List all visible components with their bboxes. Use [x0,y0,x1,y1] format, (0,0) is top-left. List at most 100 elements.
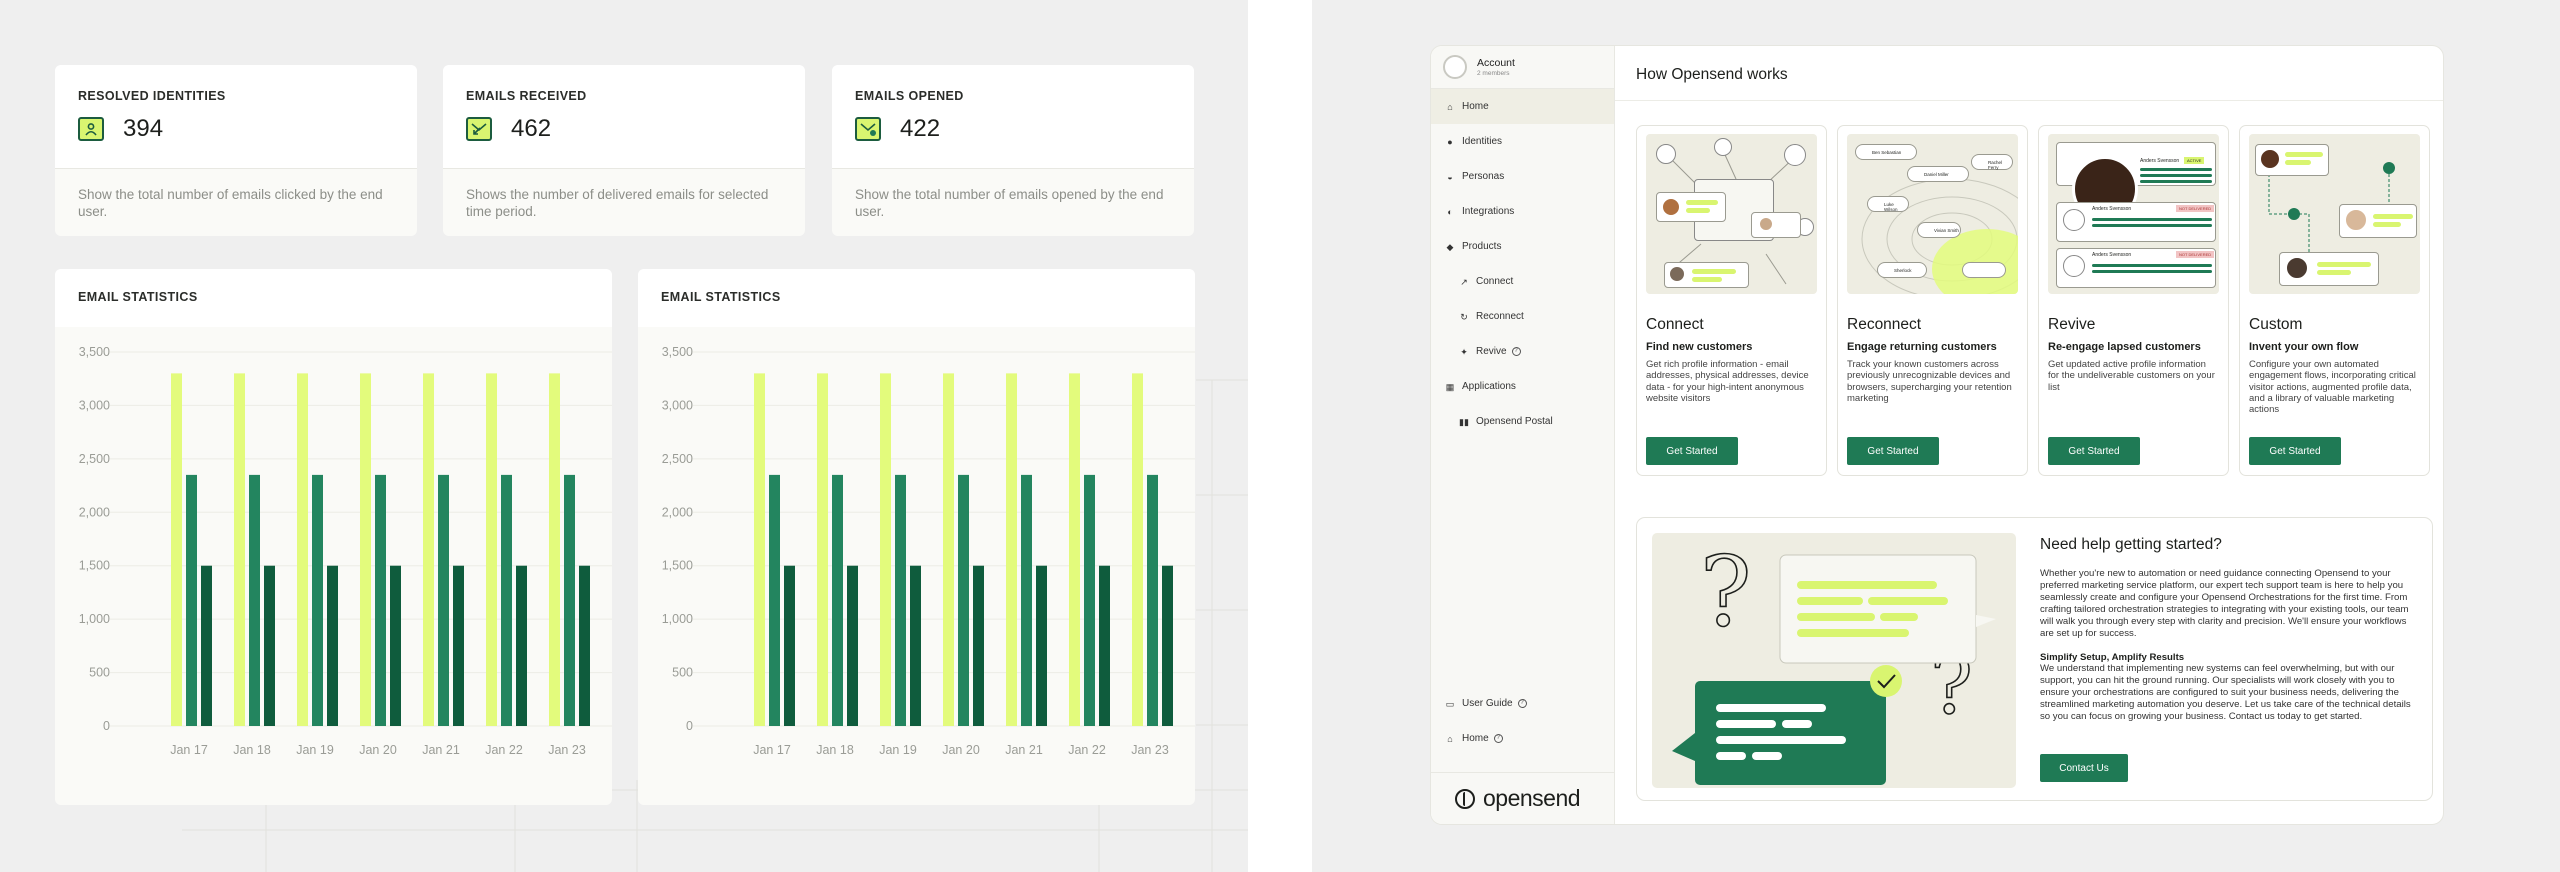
question-icon[interactable]: ? [1517,699,1527,708]
product-card-custom: Custom Invent your own flow Configure yo… [2239,125,2430,476]
email-statistics-chart-1: EMAIL STATISTICS 3,500 3,000 2,500 2,000 1,5… [55,269,612,805]
svg-text:?: ? [1700,536,1751,648]
card-title: Reconnect [1847,316,1922,333]
sidebar-item-reconnect[interactable]: ↻ Reconnect [1431,299,1614,334]
contact-chip: Sherlock [1877,262,1927,278]
sidebar-item-products[interactable]: ◆ Products [1431,229,1614,264]
stat-card-emails-received: EMAILS RECEIVED 462 Shows the number of … [443,65,805,236]
status-badge: NOT DELIVERED [2176,251,2215,258]
sidebar-item-integrations[interactable]: ◐ Integrations [1431,194,1614,229]
bar [1069,373,1080,726]
contact-us-button[interactable]: Contact Us [2040,754,2128,782]
y-tick-label: 2,000 [662,505,693,519]
x-tick-label: Jan 23 [548,743,586,757]
home-icon: ⌂ [1447,101,1453,112]
sidebar-item-home[interactable]: ⌂ Home [1431,89,1614,124]
stat-title: EMAILS OPENED [855,89,964,103]
get-started-button[interactable]: Get Started [2249,437,2341,465]
help-body-2: We understand that implementing new syst… [2040,663,2411,723]
y-tick-label: 2,500 [79,452,110,466]
bar [201,565,212,726]
bar [327,565,338,726]
bar [564,474,575,726]
integration-icon: ◐ [1447,206,1453,217]
bar [579,565,590,726]
sidebar-item-revive[interactable]: ✦ Revive ? [1431,334,1614,369]
chart-title: EMAIL STATISTICS [55,269,612,327]
bar-chart: 3,500 3,000 2,500 2,000 1,500 1,000 500 0 Jan 17… [79,345,612,757]
postal-icon: ▮▮ [1459,416,1469,427]
help-text: Need help getting started? Whether you'r… [2040,536,2415,723]
help-panel: ? ? [1636,517,2433,801]
dashboard-panel: RESOLVED IDENTITIES 394 Show the total n… [0,0,1248,872]
bar [1036,565,1047,726]
bar [847,565,858,726]
reconnect-illustration: Ben Sebastian Daniel Miller Rachel Ferry… [1847,134,2018,294]
product-card-reconnect: Ben Sebastian Daniel Miller Rachel Ferry… [1837,125,2028,476]
question-icon[interactable]: ? [1493,734,1503,743]
contact-chip: Daniel Miller [1907,166,1969,182]
custom-illustration [2249,134,2420,294]
sidebar-item-user-guide[interactable]: ▭ User Guide ? [1431,686,1614,721]
sidebar-item-label: Identities [1462,136,1503,147]
person-icon: ● [1447,136,1453,147]
revive-illustration: Anders Svensson ACTIVE Anders Svensson N… [2048,134,2219,294]
home-icon: ⌂ [1447,733,1453,744]
chart-title: EMAIL STATISTICS [638,269,1195,327]
get-started-button[interactable]: Get Started [2048,437,2140,465]
stat-description: Show the total number of emails opened b… [855,187,1164,219]
stat-value: 394 [123,115,164,142]
logo[interactable]: opensend [1431,772,1614,824]
sidebar-item-applications[interactable]: ▦ Applications [1431,369,1614,404]
opensend-logo-icon [1455,788,1475,809]
customer-name: Anders Svensson [2092,206,2132,212]
sidebar-item-label: User Guide [1462,698,1513,709]
bar [1162,565,1173,726]
sidebar-item-home-bottom[interactable]: ⌂ Home ? [1431,721,1614,756]
get-started-button[interactable]: Get Started [1646,437,1738,465]
y-tick-label: 3,000 [79,398,110,412]
customer-name: Anders Svensson [2140,158,2180,164]
stat-title: EMAILS RECEIVED [466,89,587,103]
bar [171,373,182,726]
y-tick-label: 1,000 [662,612,693,626]
y-tick-label: 2,500 [662,452,693,466]
y-tick-label: 3,000 [662,398,693,412]
bar [438,474,449,726]
card-subtitle: Find new customers [1646,341,1753,353]
account-switcher[interactable]: Account 2 members [1431,46,1614,89]
sidebar-item-personas[interactable]: ◒ Personas [1431,159,1614,194]
y-tick-label: 500 [672,666,693,680]
sidebar-item-opensend-postal[interactable]: ▮▮ Opensend Postal [1431,404,1614,439]
bar [832,474,843,726]
x-tick-label: Jan 22 [485,743,523,757]
y-tick-label: 0 [686,719,693,733]
stat-value: 422 [900,115,941,142]
contact-chip: Vivian Smith [1917,222,1961,238]
question-icon[interactable]: ? [1511,347,1521,356]
contact-chip: Luke Wilson [1867,196,1909,212]
page-title: How Opensend works [1615,46,2443,101]
bar-chart: 3,500 3,000 2,500 2,000 1,500 1,000 500 0 Jan 17… [662,345,1195,757]
bar [1099,565,1110,726]
sidebar-item-label: Integrations [1462,206,1515,217]
help-body: Whether you're new to automation or need… [2040,568,2409,639]
x-tick-label: Jan 19 [296,743,334,757]
account-avatar [1443,55,1467,79]
bar [186,474,197,726]
sidebar-item-identities[interactable]: ● Identities [1431,124,1614,159]
sidebar-item-label: Revive [1476,346,1507,357]
get-started-button[interactable]: Get Started [1847,437,1939,465]
contact-chip: Ben Sebastian [1855,144,1917,160]
product-cards: Connect Find new customers Get rich prof… [1636,125,2430,476]
x-tick-label: Jan 17 [170,743,208,757]
account-members: 2 members [1477,70,1510,77]
connect-illustration [1646,134,1817,294]
customer-name: Anders Svensson [2092,252,2132,258]
bar [895,474,906,726]
main-content: How Opensend works [1615,46,2443,824]
reconnect-icon: ↻ [1460,311,1468,322]
card-subtitle: Engage returning customers [1847,341,1997,353]
card-description: Get rich profile information - email add… [1646,359,1809,404]
sidebar-item-connect[interactable]: ↗ Connect [1431,264,1614,299]
